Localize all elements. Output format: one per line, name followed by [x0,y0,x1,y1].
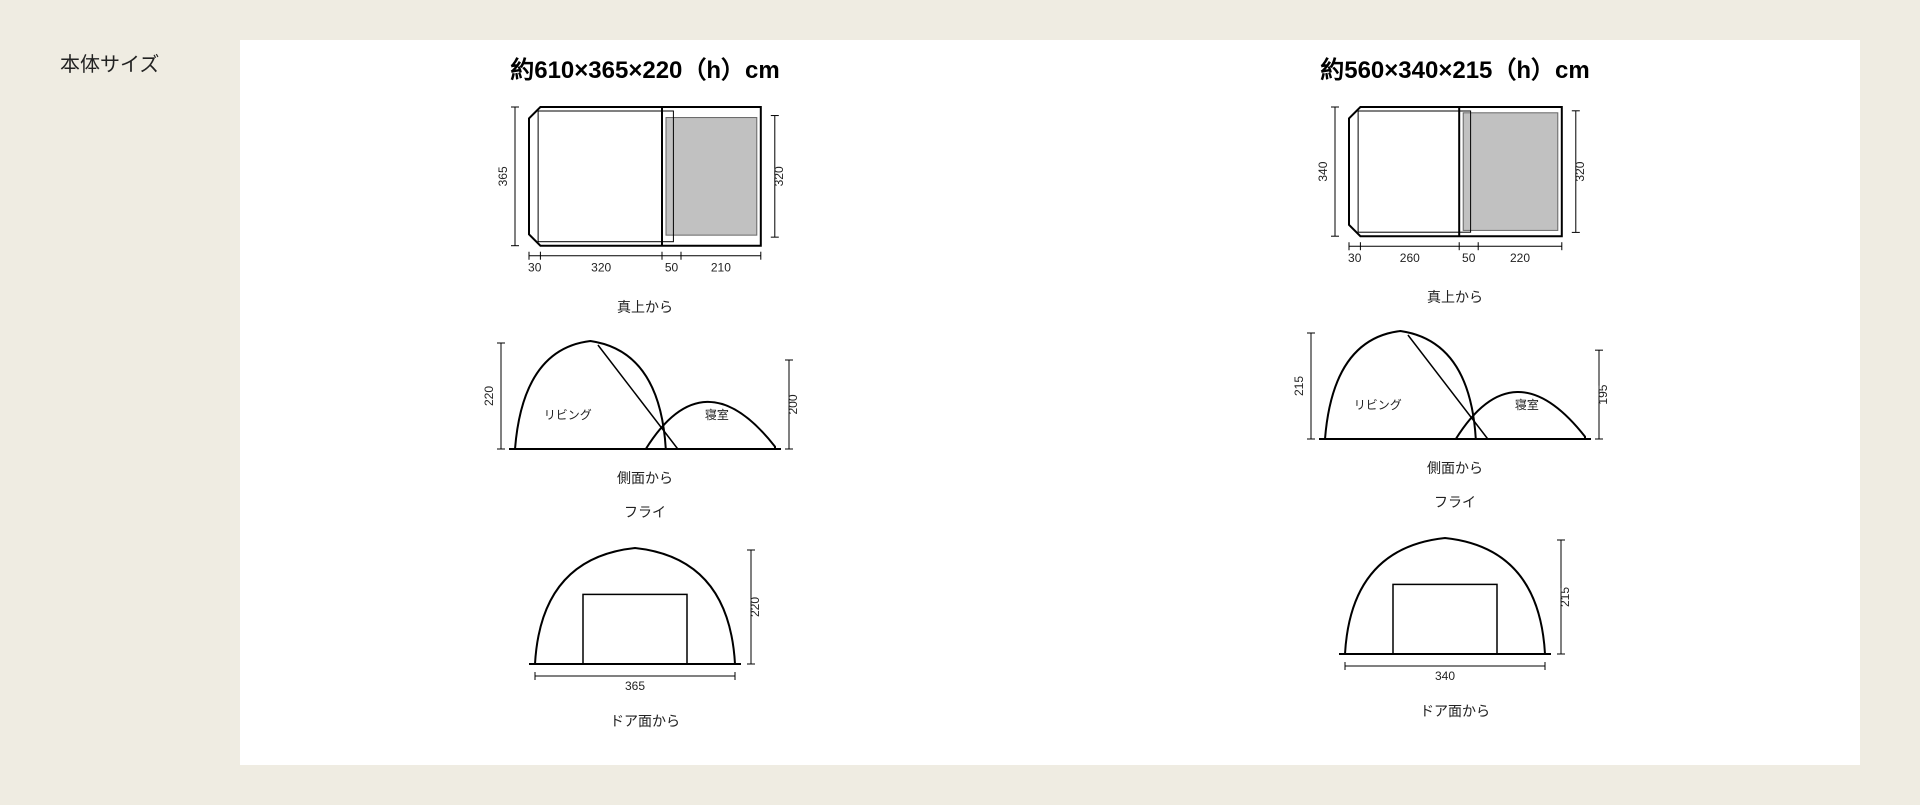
caption-fly: フライ [624,502,666,522]
row-label: 本体サイズ [60,40,240,77]
caption-top: 真上から [1427,287,1483,307]
svg-text:365: 365 [496,166,510,186]
front-view-diagram: 220 365 [515,536,775,705]
svg-text:220: 220 [482,385,496,405]
svg-text:220: 220 [748,596,762,616]
panel-title: 約560×340×215（h）cm [1320,50,1590,85]
side-view-diagram: リビング 寝室 215 195 [1289,321,1621,452]
panel-title: 約610×365×220（h）cm [510,50,780,85]
svg-text:210: 210 [711,261,731,275]
caption-fly: フライ [1434,492,1476,512]
svg-text:340: 340 [1435,669,1455,683]
svg-text:320: 320 [591,261,611,275]
svg-text:215: 215 [1558,587,1572,607]
caption-front: ドア面から [610,711,680,731]
svg-text:30: 30 [528,261,542,275]
svg-text:320: 320 [772,166,786,186]
caption-side: 側面から [1427,458,1483,478]
caption-top: 真上から [617,297,673,317]
caption-front: ドア面から [1420,701,1490,721]
svg-text:365: 365 [625,679,645,693]
svg-text:寝室: 寝室 [705,407,729,422]
top-view-diagram: 365 320 30 320 50 210 [489,97,801,291]
svg-text:30: 30 [1348,251,1362,265]
svg-text:340: 340 [1316,161,1330,181]
svg-text:リビング: リビング [544,408,592,422]
svg-text:260: 260 [1399,251,1419,265]
svg-text:195: 195 [1596,384,1610,404]
size-panel: 約610×365×220（h）cm 365 320 30 320 50 210 真上からリビン… [240,50,1050,745]
svg-text:寝室: 寝室 [1515,397,1539,412]
front-view-diagram: 215 340 [1325,526,1585,695]
caption-side: 側面から [617,468,673,488]
panels-container: 約610×365×220（h）cm 365 320 30 320 50 210 真上からリビン… [240,40,1860,765]
side-view-diagram: リビング 寝室 220 200 [479,331,811,462]
top-view-diagram: 340 320 30 260 50 220 [1309,97,1602,281]
svg-text:320: 320 [1572,161,1586,181]
svg-text:200: 200 [786,394,800,414]
svg-text:215: 215 [1292,376,1306,396]
svg-text:220: 220 [1510,251,1530,265]
svg-text:リビング: リビング [1354,398,1402,412]
svg-text:50: 50 [1462,251,1476,265]
svg-text:50: 50 [665,261,679,275]
size-panel: 約560×340×215（h）cm 340 320 30 260 50 220 真上からリビン… [1050,50,1860,745]
